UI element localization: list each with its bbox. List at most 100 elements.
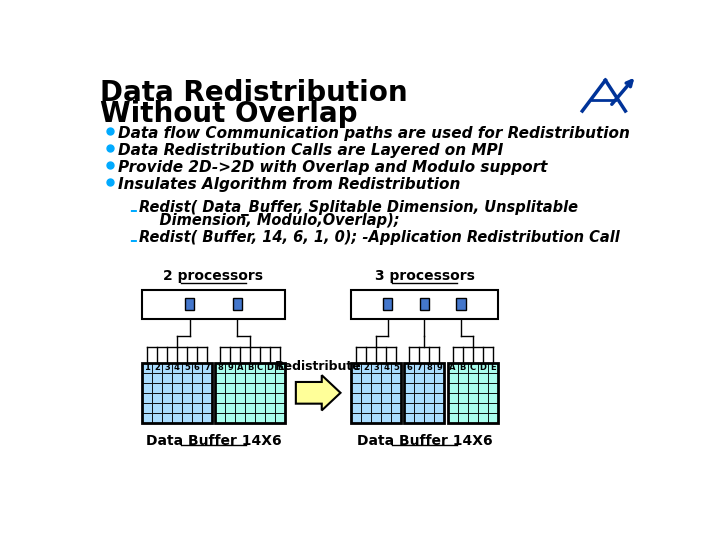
Bar <box>405 413 415 423</box>
Bar <box>215 363 285 423</box>
Bar <box>202 363 212 373</box>
Bar <box>477 373 487 383</box>
Bar <box>361 383 372 393</box>
Bar <box>172 363 182 373</box>
Bar <box>152 363 162 373</box>
Bar <box>192 383 202 393</box>
Bar <box>275 393 285 403</box>
Bar <box>245 413 255 423</box>
Bar <box>477 363 487 373</box>
Bar <box>202 403 212 413</box>
Bar <box>215 383 225 393</box>
Bar <box>142 413 152 423</box>
Bar <box>152 403 162 413</box>
Bar <box>162 373 172 383</box>
Bar <box>255 363 265 373</box>
Bar <box>182 393 192 403</box>
Bar <box>215 363 225 373</box>
Bar <box>142 373 152 383</box>
Text: A: A <box>237 363 243 372</box>
Bar <box>383 298 392 310</box>
Bar <box>192 363 202 373</box>
Bar <box>382 363 392 373</box>
Text: 2 processors: 2 processors <box>163 269 264 284</box>
Bar <box>225 363 235 373</box>
Bar <box>457 363 467 373</box>
Bar <box>372 373 382 383</box>
Bar <box>405 393 415 403</box>
Text: C: C <box>257 363 263 372</box>
Text: 6: 6 <box>407 363 413 372</box>
Text: D: D <box>266 363 274 372</box>
Bar <box>448 403 457 413</box>
Bar <box>142 363 212 423</box>
Bar <box>425 393 434 403</box>
Bar <box>351 363 361 373</box>
Bar <box>202 413 212 423</box>
Bar <box>382 403 392 413</box>
Bar <box>182 403 192 413</box>
Bar <box>487 363 498 373</box>
Bar <box>202 373 212 383</box>
Bar <box>162 403 172 413</box>
Bar <box>162 393 172 403</box>
Bar <box>425 373 434 383</box>
Bar <box>415 383 425 393</box>
Bar <box>448 393 457 403</box>
Text: 4: 4 <box>174 363 180 372</box>
Bar <box>405 383 415 393</box>
Text: 1: 1 <box>144 363 150 372</box>
Bar <box>265 363 275 373</box>
Bar <box>265 383 275 393</box>
Text: D: D <box>479 363 486 372</box>
Bar <box>457 393 467 403</box>
Text: 5: 5 <box>393 363 400 372</box>
Bar <box>372 363 382 373</box>
Bar <box>351 289 498 319</box>
Bar <box>415 373 425 383</box>
Bar <box>225 413 235 423</box>
Bar <box>192 413 202 423</box>
Bar <box>233 298 242 310</box>
Bar <box>448 383 457 393</box>
Bar <box>467 413 477 423</box>
Bar <box>142 393 152 403</box>
Bar <box>487 383 498 393</box>
Bar <box>202 383 212 393</box>
Bar <box>235 363 245 373</box>
Bar <box>172 373 182 383</box>
Bar <box>425 383 434 393</box>
Bar <box>477 413 487 423</box>
Text: Insulates Algorithm from Redistribution: Insulates Algorithm from Redistribution <box>118 177 460 192</box>
Bar <box>420 298 429 310</box>
Bar <box>382 393 392 403</box>
Bar <box>477 383 487 393</box>
Bar <box>467 393 477 403</box>
Bar <box>372 403 382 413</box>
Text: E: E <box>277 363 283 372</box>
Bar <box>255 373 265 383</box>
Bar <box>265 403 275 413</box>
Bar <box>275 373 285 383</box>
Bar <box>245 383 255 393</box>
Text: Data Buffer 14X6: Data Buffer 14X6 <box>145 434 282 448</box>
Bar <box>142 289 285 319</box>
Bar <box>448 413 457 423</box>
Bar <box>372 413 382 423</box>
Text: 9: 9 <box>227 363 233 372</box>
Text: Redist( Buffer, 14, 6, 1, 0); -Application Redistribution Call: Redist( Buffer, 14, 6, 1, 0); -Applicati… <box>139 230 619 245</box>
Bar <box>215 403 225 413</box>
Bar <box>235 393 245 403</box>
Bar <box>457 383 467 393</box>
Bar <box>275 403 285 413</box>
Bar <box>415 363 425 373</box>
Bar <box>392 393 401 403</box>
Bar <box>392 413 401 423</box>
Text: Data Redistribution Calls are Layered on MPI: Data Redistribution Calls are Layered on… <box>118 143 503 158</box>
Bar <box>448 373 457 383</box>
Bar <box>361 393 372 403</box>
Bar <box>434 413 444 423</box>
Text: E: E <box>490 363 495 372</box>
Bar <box>152 383 162 393</box>
Bar <box>245 403 255 413</box>
